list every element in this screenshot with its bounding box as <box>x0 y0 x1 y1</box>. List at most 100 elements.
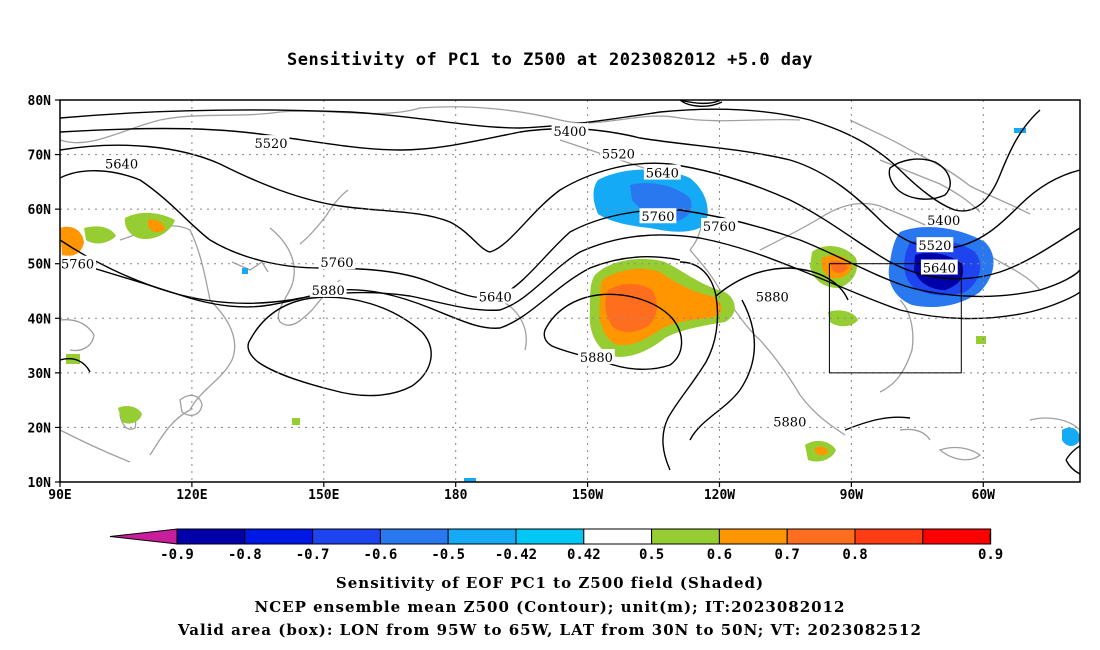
contour-label-bg <box>599 145 637 161</box>
shade-positive-small-c <box>292 418 300 425</box>
contour-label: 5880 <box>580 351 613 366</box>
lat-label: 60N <box>28 203 52 218</box>
contour-label: 5880 <box>756 290 789 305</box>
valid-area-box <box>828 263 962 374</box>
contour-label: 5760 <box>320 256 353 271</box>
contour-label-bg <box>252 135 290 151</box>
colorbar-segment <box>312 528 381 545</box>
colorbar-label: 0.8 <box>842 547 867 563</box>
contour-label: 5520 <box>602 147 635 162</box>
colorbar-label: -0.7 <box>296 547 330 563</box>
shade-positive-central-am-core <box>815 446 828 456</box>
lon-label: 90W <box>840 488 864 503</box>
colorbar-low-arrow <box>109 528 178 545</box>
colorbar-segment <box>447 528 517 545</box>
contour-label-bg <box>920 259 958 275</box>
lon-label: 150E <box>308 488 339 503</box>
colorbar-segment <box>922 528 992 545</box>
colorbar-high-arrow <box>989 528 992 545</box>
colorbar-segment <box>244 528 314 545</box>
colorbar: -0.9 -0.8 -0.7 -0.6 -0.5 -0.42 0.42 0.5 0.6 0.7 0.… <box>109 528 1003 563</box>
lat-label: 80N <box>28 94 52 109</box>
contour-label: 5760 <box>641 210 674 225</box>
colorbar-label: 0.42 <box>567 547 601 563</box>
contour-label: 5640 <box>646 167 679 182</box>
contour-label-bg <box>701 218 738 234</box>
contour-label-bg <box>551 123 589 139</box>
shade-positive-west3-core <box>148 219 165 233</box>
contour-label-bg <box>925 212 963 228</box>
footer-line-2: NCEP ensemble mean Z500 (Contour); unit(… <box>254 598 846 616</box>
contour-label-bg <box>577 349 615 365</box>
colorbar-label: -0.8 <box>228 547 262 563</box>
contour-label: 5640 <box>105 157 138 172</box>
z500-contours <box>60 100 1080 475</box>
shade-positive-pacific-core <box>605 284 657 332</box>
colorbar-label: 0.9 <box>978 547 1003 563</box>
footer-line-3: Valid area (box): LON from 95W to 65W, L… <box>178 621 922 639</box>
colorbar-segment <box>651 528 720 545</box>
colorbar-label: -0.9 <box>160 547 194 563</box>
colorbar-segment <box>718 528 788 545</box>
lon-label: 120W <box>704 488 735 503</box>
map-frame <box>59 99 1081 483</box>
contour-label-bg <box>476 288 514 304</box>
contour-labels: 5400 5520 5520 5640 5640 5760 5760 5760 5760 5880… <box>59 123 963 430</box>
lat-label: 10N <box>28 476 52 491</box>
shade-negative-east <box>1062 427 1080 446</box>
contour-label-bg <box>639 208 677 224</box>
contour-label: 5760 <box>703 220 736 235</box>
contour-label-bg <box>103 155 140 171</box>
lat-label: 40N <box>28 312 52 327</box>
contour-label: 5520 <box>254 137 287 152</box>
contour-label: 5760 <box>61 258 94 273</box>
contour-label: 5400 <box>927 214 960 229</box>
colorbar-label: -0.5 <box>431 547 465 563</box>
contour-label-bg <box>916 237 954 253</box>
contour-label-bg <box>643 164 681 180</box>
colorbar-label: 0.5 <box>639 547 664 563</box>
shade-positive-west <box>60 226 84 256</box>
lon-label: 60W <box>972 488 996 503</box>
contour-label-bg <box>309 281 347 297</box>
lat-label: 20N <box>28 421 52 436</box>
contour-label: 5520 <box>918 239 951 254</box>
colorbar-segment <box>583 528 653 545</box>
lat-label: 70N <box>28 149 52 164</box>
contour-label: 5640 <box>923 262 956 277</box>
colorbar-label: -0.42 <box>495 547 537 563</box>
colorbar-segment <box>379 528 449 545</box>
shade-positive-gulf <box>828 310 858 327</box>
lat-label: 50N <box>28 258 52 273</box>
colorbar-label: -0.6 <box>364 547 398 563</box>
chart-title: Sensitivity of PC1 to Z500 at 2023082012… <box>286 50 813 70</box>
shade-positive-small-d <box>976 336 986 344</box>
contour-label: 5640 <box>479 290 512 305</box>
shade-negative-small <box>242 268 248 274</box>
shade-positive-west2 <box>84 226 116 244</box>
contour-label: 5880 <box>773 415 806 430</box>
longitude-labels: 90E 120E 150E 180 150W 120W 90W 60W <box>48 488 995 503</box>
latitude-labels: 80N 70N 60N 50N 40N 30N 20N 10N <box>28 94 52 491</box>
lon-label: 180 <box>444 488 468 503</box>
axis-ticks <box>55 99 984 487</box>
lat-label: 30N <box>28 367 52 382</box>
sensitivity-shading <box>60 128 1080 482</box>
contour-label: 5400 <box>553 125 586 140</box>
contour-label-bg <box>753 288 791 304</box>
contour-label: 5880 <box>312 284 345 299</box>
contour-label-bg <box>318 254 356 270</box>
shade-positive-small-a <box>118 406 142 424</box>
lon-label: 90E <box>48 488 71 503</box>
contour-label-bg <box>771 413 809 429</box>
colorbar-segment <box>854 528 924 545</box>
graticule-grid <box>60 100 1080 482</box>
colorbar-segment <box>786 528 856 545</box>
contour-label-bg <box>59 255 96 271</box>
footer-line-1: Sensitivity of EOF PC1 to Z500 field (Sh… <box>335 574 765 592</box>
colorbar-label: 0.7 <box>775 547 800 563</box>
colorbar-segment <box>176 528 246 545</box>
shade-negative-small2 <box>464 478 476 482</box>
colorbar-label: 0.6 <box>707 547 732 563</box>
